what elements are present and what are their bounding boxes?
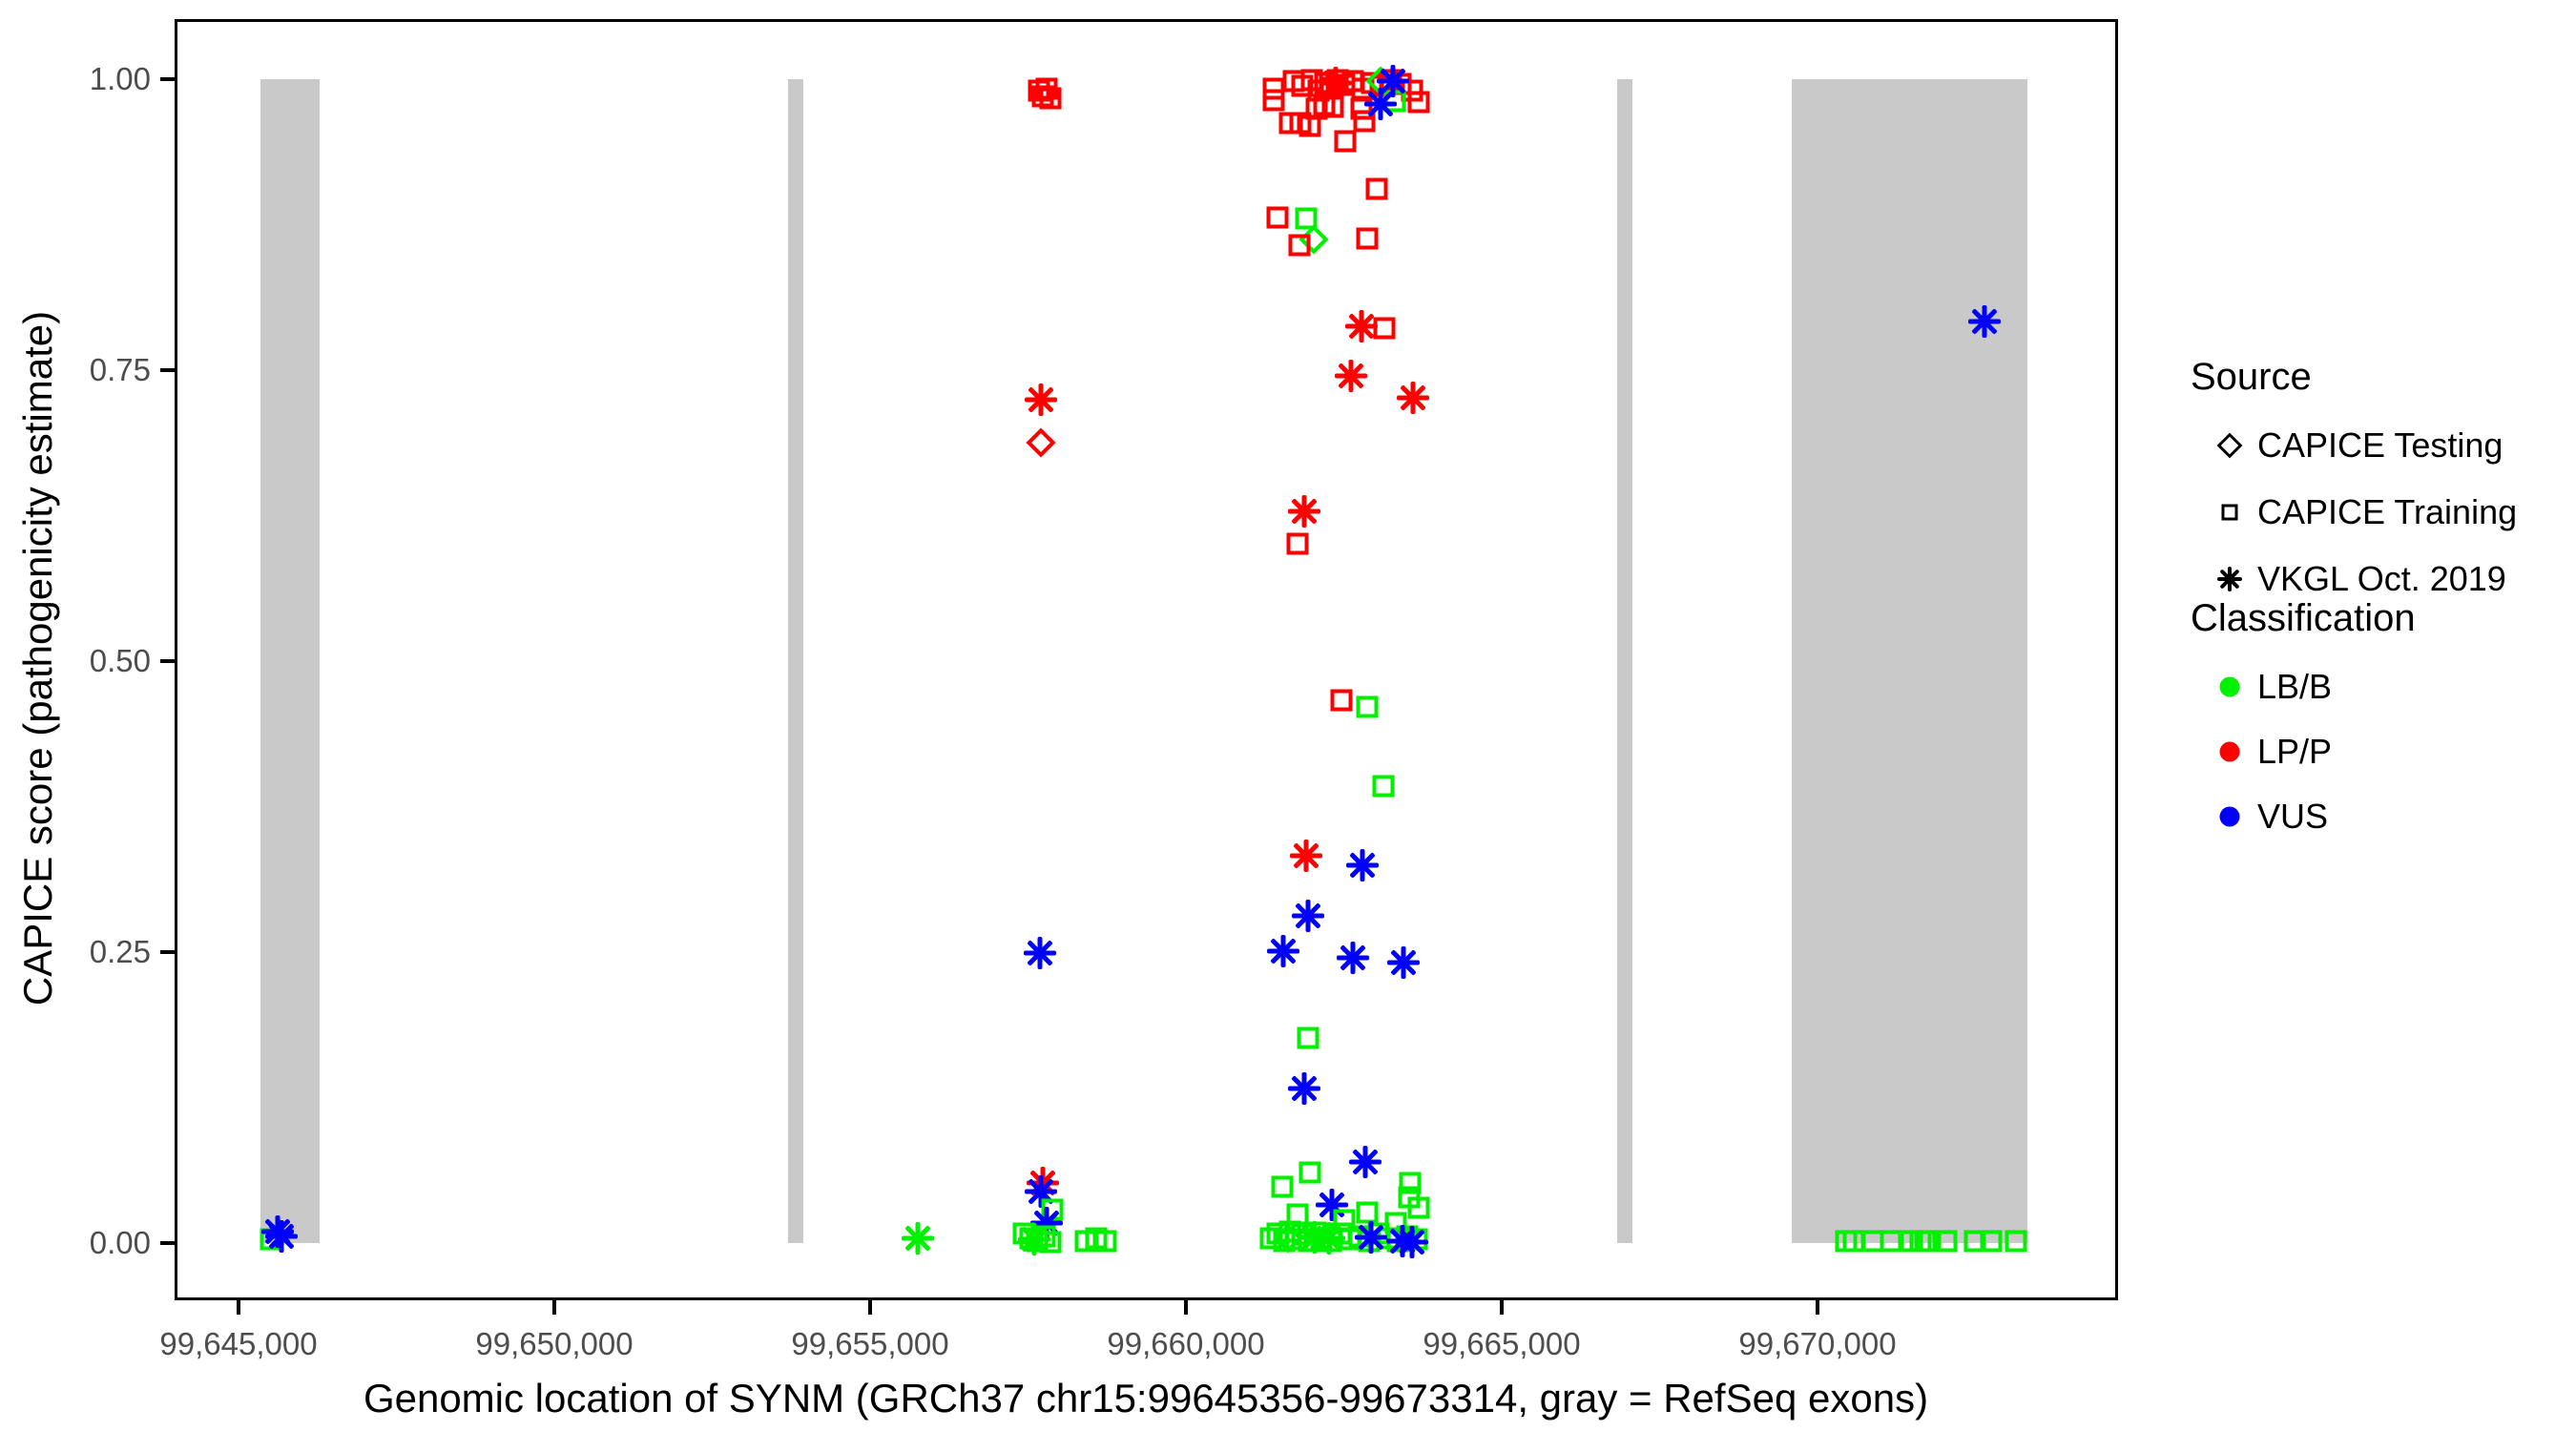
- legend-classification-item: VUS: [2202, 794, 2328, 840]
- y-tick-mark: [160, 950, 175, 954]
- x-tick-mark: [1816, 1300, 1819, 1315]
- diamond-icon: [2202, 423, 2257, 468]
- color-dot-icon: [2202, 729, 2257, 775]
- x-tick-label: 99,665,000: [1423, 1326, 1581, 1361]
- legend-classification-item: LB/B: [2202, 664, 2332, 710]
- y-tick-label: 0.25: [89, 934, 151, 969]
- color-dot-icon: [2202, 794, 2257, 840]
- y-tick-mark: [160, 368, 175, 372]
- y-tick-label: 0.75: [89, 352, 151, 387]
- legend-label: VUS: [2257, 797, 2329, 836]
- x-tick-label: 99,645,000: [159, 1326, 318, 1361]
- legend-label: CAPICE Training: [2257, 492, 2518, 531]
- x-tick-mark: [552, 1300, 556, 1315]
- legend-source-title: Source: [2191, 356, 2312, 398]
- legend-label: LB/B: [2257, 667, 2333, 706]
- y-tick-mark: [160, 659, 175, 663]
- y-tick-mark: [160, 77, 175, 81]
- plot-panel: [175, 19, 2118, 1300]
- y-tick-label: 0.00: [89, 1225, 151, 1260]
- legend-source-item: CAPICE Testing: [2202, 423, 2503, 468]
- color-dot-icon: [2202, 664, 2257, 710]
- y-tick-label: 1.00: [89, 61, 151, 96]
- x-tick-mark: [868, 1300, 872, 1315]
- legend-classification-item: LP/P: [2202, 729, 2332, 775]
- x-tick-label: 99,670,000: [1738, 1326, 1897, 1361]
- y-axis-title: CAPICE score (pathogenicity estimate): [15, 310, 60, 1006]
- legend-label: CAPICE Testing: [2257, 425, 2503, 465]
- legend-label: LP/P: [2257, 732, 2333, 771]
- y-tick-label: 0.50: [89, 643, 151, 678]
- x-tick-mark: [237, 1300, 240, 1315]
- x-tick-label: 99,660,000: [1107, 1326, 1265, 1361]
- x-tick-label: 99,650,000: [475, 1326, 634, 1361]
- legend-label: VKGL Oct. 2019: [2257, 559, 2506, 598]
- legend-classification-title: Classification: [2191, 597, 2416, 639]
- x-axis-title: Genomic location of SYNM (GRCh37 chr15:9…: [363, 1376, 1929, 1421]
- legend-source-item: VKGL Oct. 2019: [2202, 556, 2506, 602]
- x-tick-label: 99,655,000: [791, 1326, 949, 1361]
- y-tick-mark: [160, 1241, 175, 1245]
- x-tick-mark: [1184, 1300, 1188, 1315]
- legend-source-item: CAPICE Training: [2202, 489, 2517, 535]
- square-icon: [2202, 489, 2257, 535]
- x-tick-mark: [1500, 1300, 1504, 1315]
- asterisk-icon: [2202, 556, 2257, 602]
